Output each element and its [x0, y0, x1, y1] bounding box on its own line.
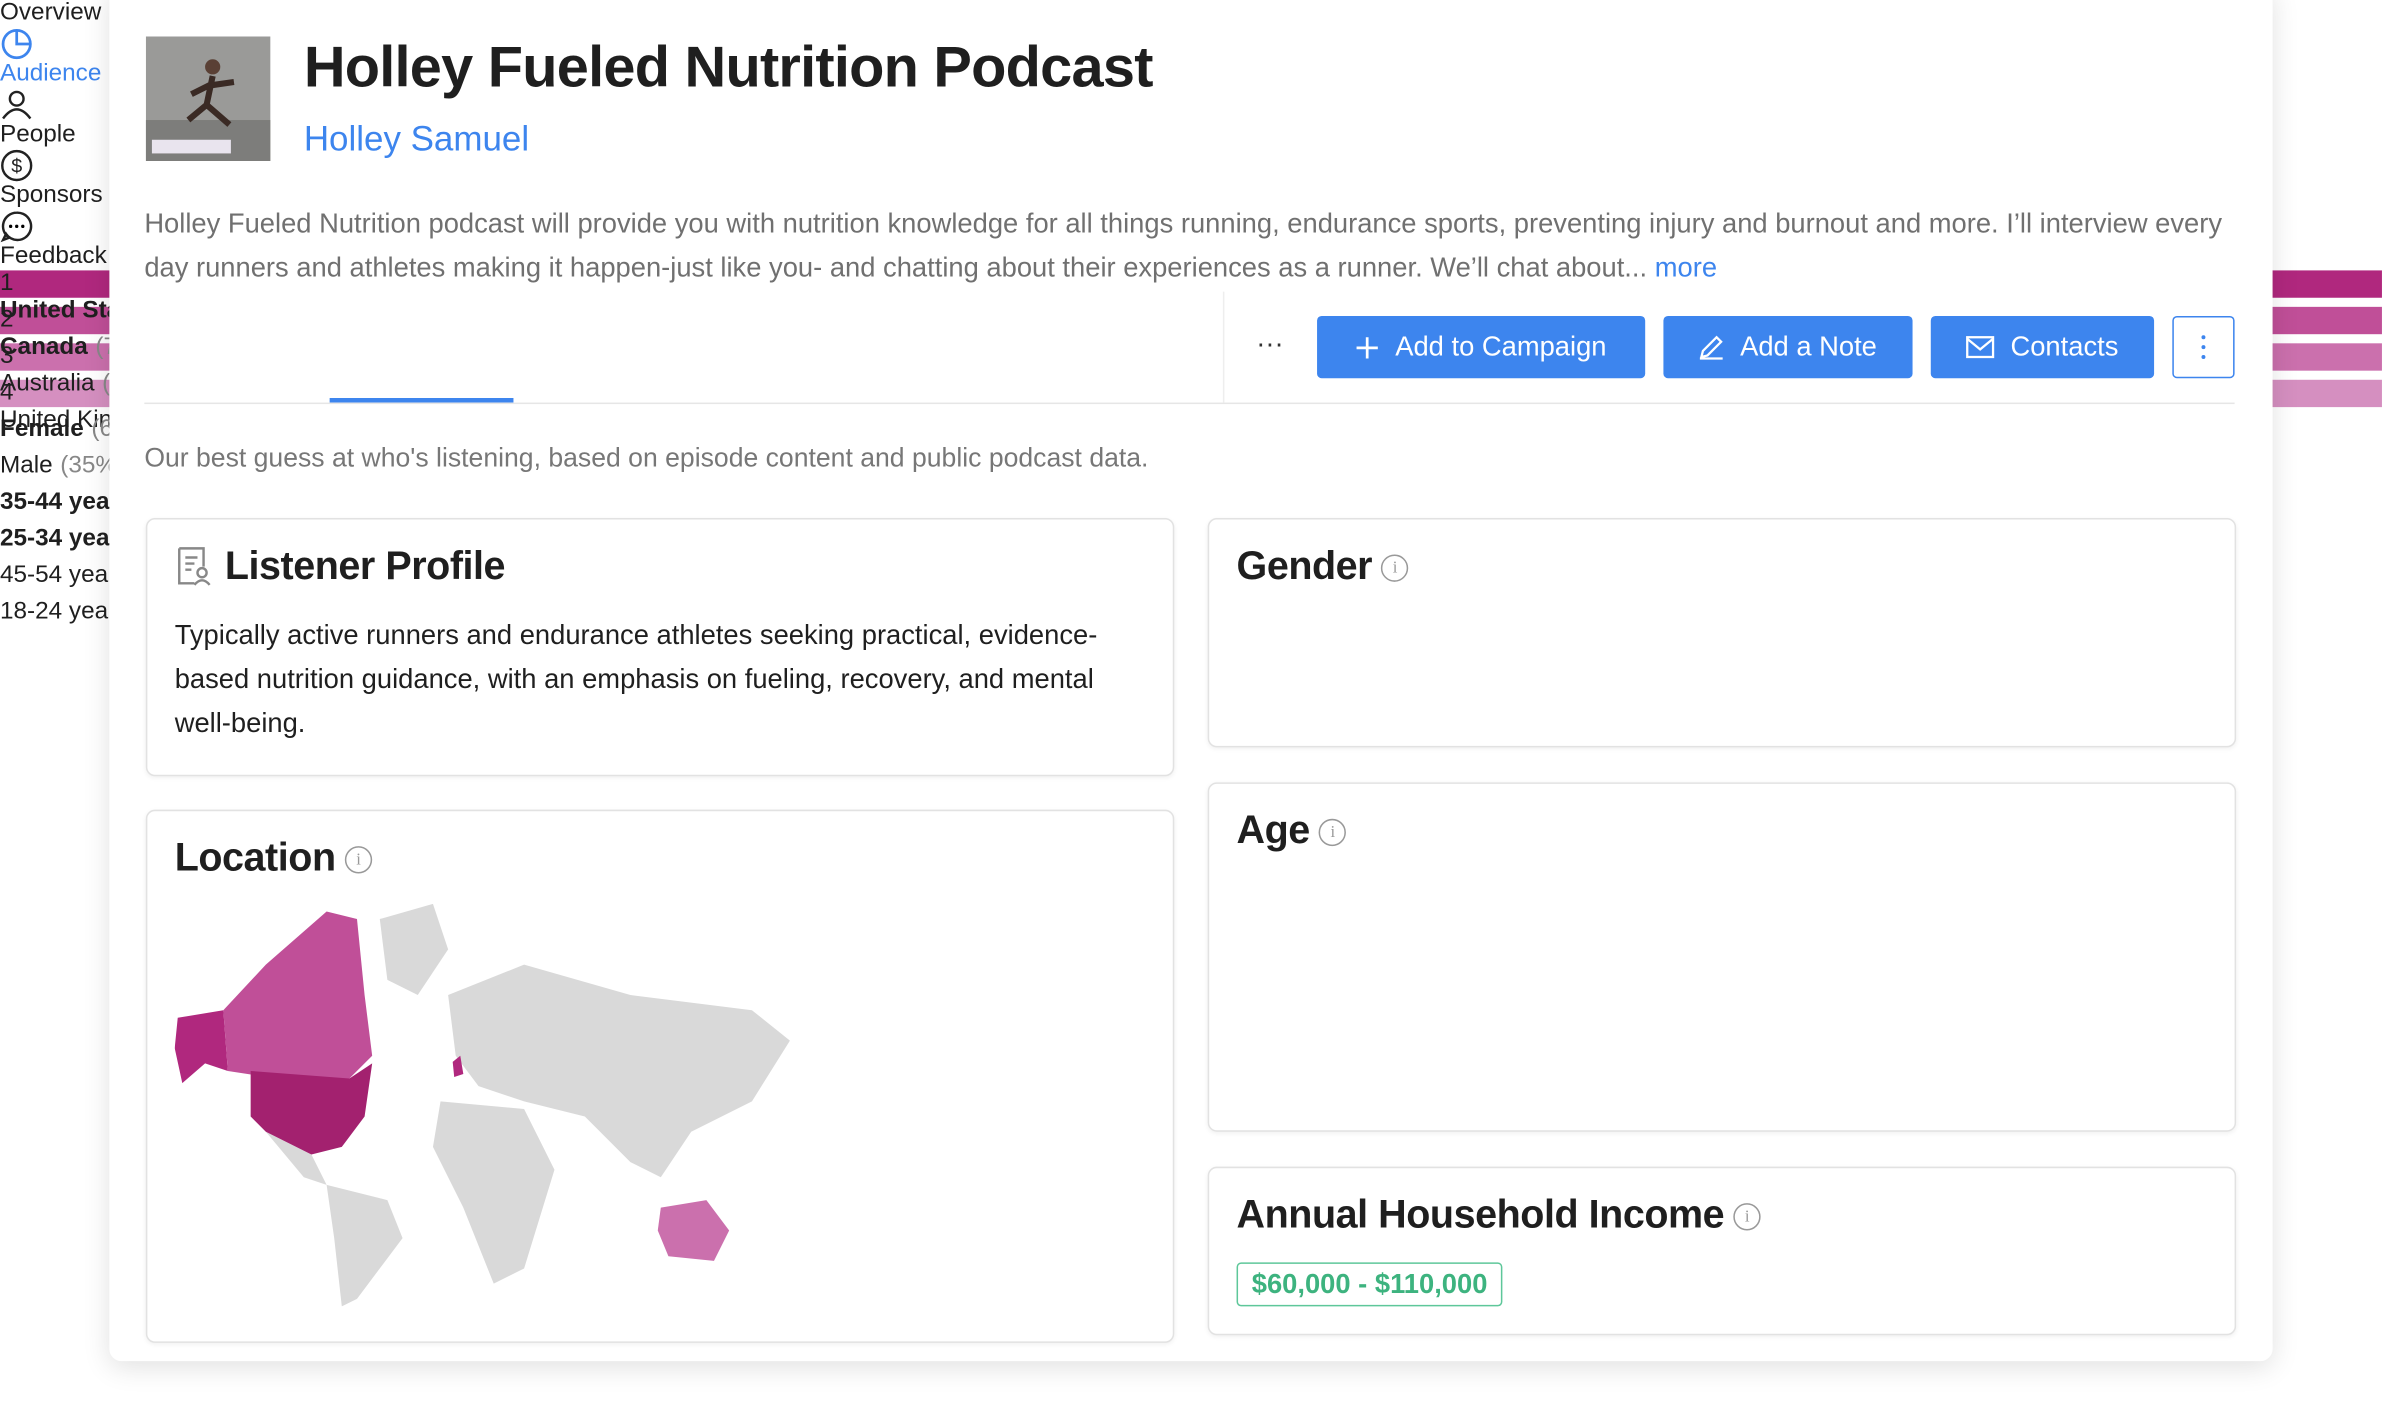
button-label: Add a Note [1740, 331, 1877, 362]
more-actions-button[interactable] [2172, 315, 2235, 379]
pencil-icon [1700, 335, 1724, 360]
item-label: 45-54 years [0, 562, 129, 588]
item-label: Female [0, 416, 84, 443]
description: Holley Fueled Nutrition podcast will pro… [144, 202, 2234, 290]
toolbar-separator [1222, 291, 1225, 403]
tab-icon: $ [0, 149, 2382, 182]
tab-icon [0, 27, 2382, 60]
profile-icon [178, 547, 211, 586]
item-label: Canada [0, 334, 88, 361]
title-text: Gender [1236, 542, 1373, 588]
icon [1, 29, 32, 60]
info-icon[interactable]: i [1733, 1203, 1761, 1231]
info-icon[interactable]: i [1381, 554, 1409, 583]
age-card [1207, 782, 2237, 1132]
income-badge: $60,000 - $110,000 [1236, 1262, 1503, 1307]
listener-profile-card [145, 518, 1175, 777]
more-link[interactable]: more [1654, 252, 1718, 283]
add-note-button[interactable]: Add a Note [1663, 315, 1913, 379]
plus-icon [1357, 336, 1379, 358]
kebab-icon [2201, 335, 2206, 359]
button-label: Add to Campaign [1395, 331, 1607, 362]
tab-icon [0, 88, 2382, 121]
income-title: Annual Household Income i [1237, 1191, 1761, 1238]
icon [0, 211, 33, 243]
gender-card [1207, 518, 2237, 748]
tab-label: Audience [0, 60, 102, 87]
title-text: Location [174, 833, 336, 880]
overflow-menu[interactable]: ··· [1256, 328, 1284, 359]
listener-profile-text: Typically active runners and endurance a… [174, 619, 1098, 739]
button-label: Contacts [2010, 331, 2119, 362]
audience-underline [329, 398, 514, 403]
listener-profile-title: Listener Profile [224, 542, 506, 588]
intro-text: Our best guess at who's listening, based… [144, 442, 1149, 473]
tabs: Overview Audience People $ Sponsors Feedback [0, 0, 2382, 270]
title-text: Annual Household Income [1236, 1190, 1725, 1237]
tab-label: Sponsors [0, 182, 103, 209]
icon [2, 90, 32, 120]
tab[interactable]: Feedback [0, 210, 2382, 271]
tab[interactable]: People [0, 88, 2382, 149]
svg-text:$: $ [11, 155, 22, 177]
world-map [174, 903, 790, 1307]
item-label: Australia [0, 370, 95, 397]
podcast-cover [145, 36, 271, 162]
info-icon[interactable]: i [344, 846, 373, 874]
tab[interactable]: Overview [0, 0, 2382, 27]
tab[interactable]: $ Sponsors [0, 149, 2382, 210]
item-label: 18-24 years [0, 598, 129, 625]
icon: $ [1, 149, 33, 182]
add-to-campaign-button[interactable]: Add to Campaign [1317, 315, 1646, 379]
contacts-button[interactable]: Contacts [1930, 315, 2155, 379]
income-card [1207, 1166, 2237, 1336]
gender-title: Gender i [1237, 542, 1409, 589]
title-text: Age [1236, 806, 1311, 853]
description-text: Holley Fueled Nutrition podcast will pro… [144, 208, 2223, 283]
tab-label: Feedback [0, 243, 107, 269]
tabs-divider [144, 402, 2235, 405]
tab-label: Overview [0, 0, 102, 26]
info-icon[interactable]: i [1318, 818, 1347, 847]
mail-icon [1966, 336, 1995, 359]
tab[interactable]: Audience [0, 27, 2382, 88]
item-label: Male [0, 452, 53, 479]
tab-icon [0, 210, 2382, 243]
location-title: Location i [174, 833, 373, 881]
tab-label: People [0, 121, 76, 148]
age-title: Age i [1237, 807, 1347, 854]
author-link[interactable]: Holley Samuel [303, 118, 530, 158]
podcast-title: Holley Fueled Nutrition Podcast [303, 36, 1154, 101]
